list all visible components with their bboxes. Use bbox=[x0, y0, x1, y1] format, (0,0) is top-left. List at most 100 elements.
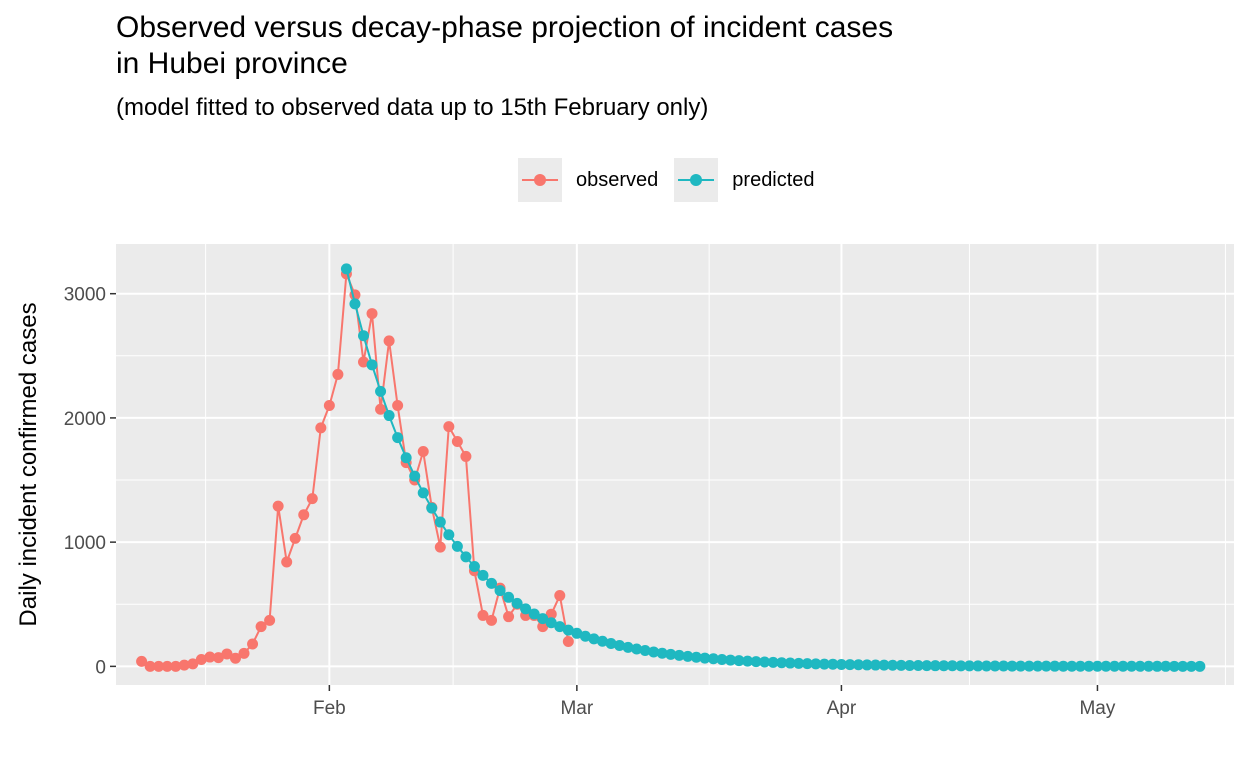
data-point-predicted bbox=[1109, 660, 1121, 672]
data-point-predicted bbox=[759, 656, 771, 668]
data-point-observed bbox=[255, 621, 267, 633]
legend: observed predicted bbox=[518, 158, 831, 202]
data-point-predicted bbox=[1100, 660, 1112, 672]
data-point-predicted bbox=[409, 470, 421, 482]
data-point-predicted bbox=[793, 657, 805, 669]
data-point-observed bbox=[315, 422, 327, 434]
data-point-predicted bbox=[588, 633, 600, 645]
data-point-predicted bbox=[562, 624, 574, 636]
data-point-predicted bbox=[477, 569, 489, 581]
data-point-observed bbox=[153, 660, 165, 672]
data-point-predicted bbox=[1006, 660, 1018, 672]
data-point-predicted bbox=[1117, 660, 1129, 672]
data-point-predicted bbox=[1083, 660, 1095, 672]
x-tick-label: Mar bbox=[560, 698, 593, 719]
data-point-predicted bbox=[520, 603, 532, 615]
data-point-predicted bbox=[340, 263, 352, 275]
data-point-predicted bbox=[1066, 660, 1078, 672]
data-point-predicted bbox=[1151, 660, 1163, 672]
data-point-predicted bbox=[733, 655, 745, 667]
data-point-observed bbox=[298, 509, 310, 521]
series-predicted bbox=[340, 263, 1206, 672]
data-point-predicted bbox=[460, 551, 472, 563]
data-point-observed bbox=[238, 647, 250, 659]
data-point-predicted bbox=[673, 649, 685, 661]
data-point-predicted bbox=[1015, 660, 1027, 672]
y-tick-label: 3000 bbox=[64, 285, 106, 306]
data-point-predicted bbox=[724, 654, 736, 666]
data-point-predicted bbox=[1049, 660, 1061, 672]
data-point-predicted bbox=[767, 656, 779, 668]
data-point-observed bbox=[332, 368, 344, 380]
data-point-predicted bbox=[1126, 660, 1138, 672]
data-point-predicted bbox=[963, 660, 975, 672]
x-tick-label: Apr bbox=[827, 698, 857, 719]
data-point-predicted bbox=[1023, 660, 1035, 672]
data-point-predicted bbox=[648, 646, 660, 658]
data-point-predicted bbox=[1160, 660, 1172, 672]
data-point-predicted bbox=[870, 659, 882, 671]
data-point-observed bbox=[357, 356, 369, 368]
data-point-predicted bbox=[614, 640, 626, 652]
data-point-predicted bbox=[631, 643, 643, 655]
data-point-observed bbox=[503, 611, 515, 623]
data-point-observed bbox=[247, 638, 259, 650]
data-point-predicted bbox=[451, 540, 463, 552]
data-point-predicted bbox=[887, 659, 899, 671]
data-point-observed bbox=[161, 660, 173, 672]
data-point-predicted bbox=[443, 529, 455, 541]
data-point-observed bbox=[136, 655, 148, 667]
data-point-observed bbox=[195, 654, 207, 666]
data-point-predicted bbox=[827, 658, 839, 670]
data-point-predicted bbox=[878, 659, 890, 671]
data-point-predicted bbox=[468, 561, 480, 573]
data-point-predicted bbox=[511, 597, 523, 609]
data-point-observed bbox=[212, 652, 224, 664]
data-point-observed bbox=[375, 403, 387, 415]
data-point-observed bbox=[221, 648, 233, 660]
data-point-predicted bbox=[366, 359, 378, 371]
data-point-predicted bbox=[742, 655, 754, 667]
data-point-predicted bbox=[639, 645, 651, 657]
data-point-predicted bbox=[904, 659, 916, 671]
data-point-predicted bbox=[1194, 660, 1206, 672]
legend-item-predicted: predicted bbox=[674, 158, 815, 202]
legend-item-observed: observed bbox=[518, 158, 658, 202]
y-tick-label: 0 bbox=[95, 657, 106, 678]
data-point-predicted bbox=[955, 660, 967, 672]
x-tick-label: Feb bbox=[313, 698, 346, 719]
data-point-predicted bbox=[989, 660, 1001, 672]
data-point-predicted bbox=[895, 659, 907, 671]
data-point-predicted bbox=[596, 635, 608, 647]
data-point-predicted bbox=[571, 627, 583, 639]
legend-key-observed bbox=[518, 158, 562, 202]
data-point-predicted bbox=[537, 613, 549, 625]
data-point-observed bbox=[366, 308, 378, 320]
data-point-predicted bbox=[801, 658, 813, 670]
data-point-observed bbox=[477, 609, 489, 621]
data-point-observed bbox=[443, 421, 455, 433]
data-point-predicted bbox=[844, 659, 856, 671]
data-point-predicted bbox=[579, 630, 591, 642]
data-point-predicted bbox=[750, 656, 762, 668]
data-point-predicted bbox=[357, 330, 369, 342]
chart-subtitle: (model fitted to observed data up to 15t… bbox=[116, 94, 709, 121]
data-point-predicted bbox=[417, 487, 429, 499]
data-point-predicted bbox=[656, 647, 668, 659]
data-point-observed bbox=[187, 658, 199, 670]
y-axis-title: Daily incident confirmed cases bbox=[15, 302, 42, 626]
data-point-observed bbox=[460, 450, 472, 462]
data-point-predicted bbox=[1134, 660, 1146, 672]
data-point-predicted bbox=[503, 591, 515, 603]
data-point-observed bbox=[323, 399, 335, 411]
data-point-predicted bbox=[486, 577, 498, 589]
data-point-predicted bbox=[392, 432, 404, 444]
data-point-predicted bbox=[776, 657, 788, 669]
data-point-predicted bbox=[852, 659, 864, 671]
data-point-predicted bbox=[981, 660, 993, 672]
legend-key-predicted bbox=[674, 158, 719, 202]
data-point-predicted bbox=[665, 648, 677, 660]
data-point-predicted bbox=[349, 298, 361, 310]
data-point-observed bbox=[281, 556, 293, 568]
data-point-observed bbox=[451, 436, 463, 448]
